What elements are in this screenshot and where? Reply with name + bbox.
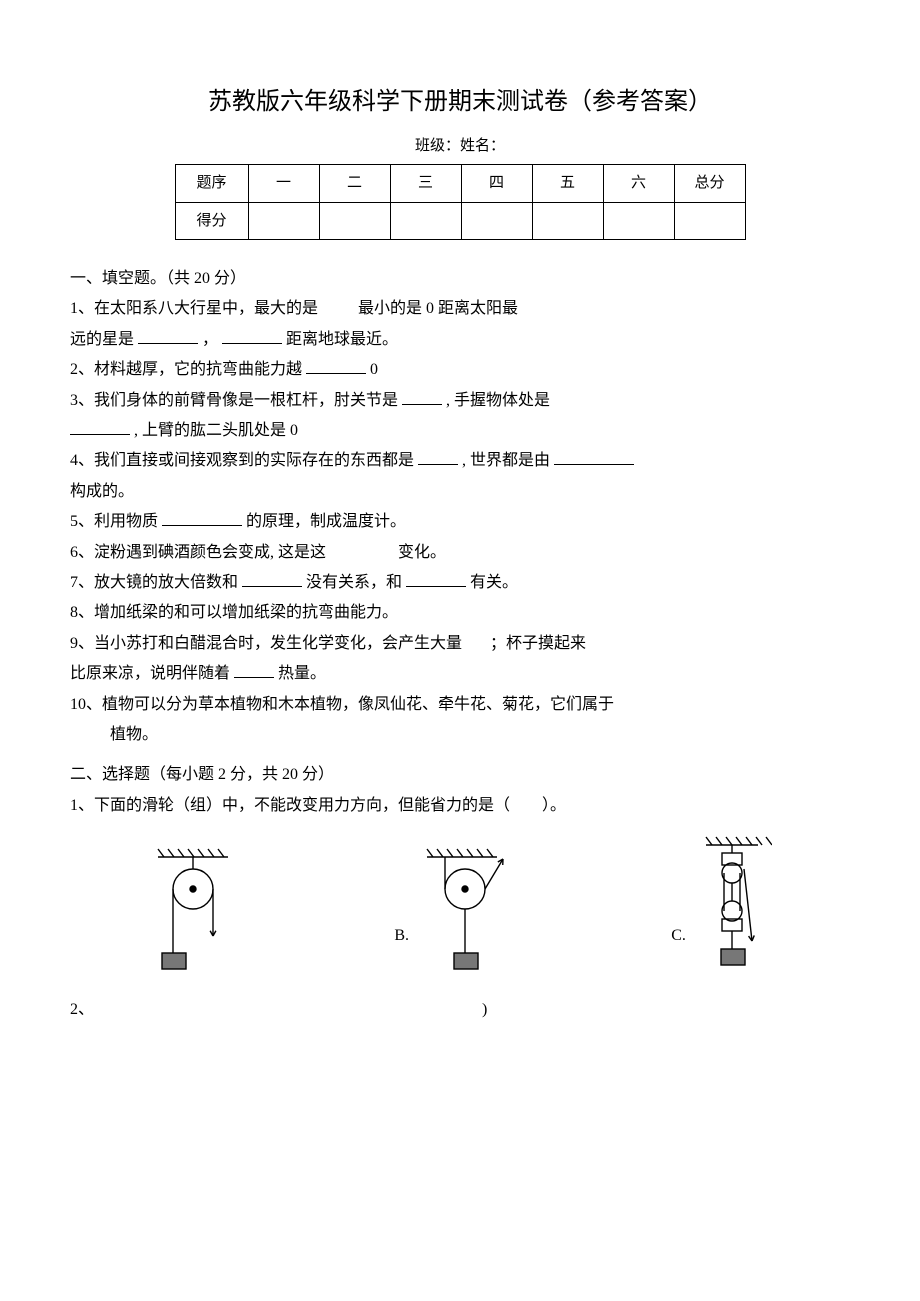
q4-text-a: 4、我们直接或间接观察到的实际存在的东西都是 (70, 452, 414, 469)
q4-text-b: , 世界都是由 (462, 452, 550, 469)
q7-text-b: 没有关系，和 (306, 574, 402, 591)
q6: 6、淀粉遇到碘酒颜色会变成, 这是这 变化。 (70, 538, 850, 568)
q1-text-d: ， (202, 331, 218, 348)
q1-cont: 远的星是 ， 距离地球最近。 (70, 325, 850, 355)
row-label: 题序 (175, 165, 248, 203)
pulley-options-row: B. C. (70, 831, 850, 981)
score-cell (319, 202, 390, 240)
q9-text-b: ；杯子摸起来 (490, 635, 586, 652)
q3-cont: , 上臂的肱二头肌处是 0 (70, 416, 850, 446)
q10-cont: 植物。 (70, 720, 850, 750)
q1-text-a: 1、在太阳系八大行星中，最大的是 (70, 300, 318, 317)
s2-q2-text: 2、 (70, 1001, 94, 1018)
q8: 8、增加纸梁的和可以增加纸梁的抗弯曲能力。 (70, 598, 850, 628)
score-cell (532, 202, 603, 240)
class-name-line: 班级：姓名： (70, 132, 850, 161)
col-header: 四 (461, 165, 532, 203)
q9-text-a: 9、当小苏打和白醋混合时，发生化学变化，会产生大量 (70, 635, 462, 652)
q2: 2、材料越厚，它的抗弯曲能力越 0 (70, 355, 850, 385)
q5: 5、利用物质 的原理，制成温度计。 (70, 507, 850, 537)
blank (70, 418, 130, 435)
q5-text-a: 5、利用物质 (70, 513, 158, 530)
score-cell (248, 202, 319, 240)
q3-text-b: , 手握物体处是 (446, 392, 550, 409)
table-row: 题序 一 二 三 四 五 六 总分 (175, 165, 745, 203)
q4-cont: 构成的。 (70, 477, 850, 507)
q5-text-b: 的原理，制成温度计。 (246, 513, 406, 530)
score-cell (674, 202, 745, 240)
col-header: 六 (603, 165, 674, 203)
s2-q2: 2、 ) (70, 995, 850, 1025)
q9-text-c: 比原来凉，说明伴随着 (70, 665, 230, 682)
score-cell (603, 202, 674, 240)
q2-text-a: 2、材料越厚，它的抗弯曲能力越 (70, 361, 302, 378)
pulley-a-icon (148, 841, 238, 981)
score-cell (461, 202, 532, 240)
col-header: 三 (390, 165, 461, 203)
q2-text-b: 0 (370, 361, 378, 378)
col-header: 一 (248, 165, 319, 203)
blank (306, 357, 366, 374)
col-header: 五 (532, 165, 603, 203)
col-header: 总分 (674, 165, 745, 203)
blank (234, 661, 274, 678)
pulley-c-icon (692, 831, 772, 981)
option-b: B. (394, 841, 515, 981)
option-b-label: B. (394, 921, 409, 951)
q1-text-b: 最小的是 0 距离太阳最 (358, 300, 518, 317)
q7-text-c: 有关。 (470, 574, 518, 591)
option-a (148, 841, 238, 981)
q6-text-b: 变化。 (398, 544, 446, 561)
s2-q2-tail: ) (482, 1001, 487, 1018)
col-header: 二 (319, 165, 390, 203)
blank (402, 388, 442, 405)
row-label: 得分 (175, 202, 248, 240)
blank (418, 448, 458, 465)
option-c-label: C. (671, 921, 686, 951)
blank (554, 448, 634, 465)
pulley-b-icon (415, 841, 515, 981)
section-1-heading: 一、填空题。（共 20 分） (70, 264, 850, 294)
q3-text-a: 3、我们身体的前臂骨像是一根杠杆，肘关节是 (70, 392, 398, 409)
q4: 4、我们直接或间接观察到的实际存在的东西都是 , 世界都是由 (70, 446, 850, 476)
q6-text-a: 6、淀粉遇到碘酒颜色会变成, 这是这 (70, 544, 326, 561)
section-2-heading: 二、选择题（每小题 2 分，共 20 分） (70, 760, 850, 790)
q3: 3、我们身体的前臂骨像是一根杠杆，肘关节是 , 手握物体处是 (70, 386, 850, 416)
blank (162, 509, 242, 526)
blank (138, 327, 198, 344)
q7: 7、放大镜的放大倍数和 没有关系，和 有关。 (70, 568, 850, 598)
q1-text-c: 远的星是 (70, 331, 134, 348)
option-c: C. (671, 831, 772, 981)
blank (242, 570, 302, 587)
q4-text-c: 构成的。 (70, 483, 134, 500)
q3-text-c: , 上臂的肱二头肌处是 0 (134, 422, 298, 439)
q1: 1、在太阳系八大行星中，最大的是 最小的是 0 距离太阳最 (70, 294, 850, 324)
score-table: 题序 一 二 三 四 五 六 总分 得分 (175, 164, 746, 240)
table-row: 得分 (175, 202, 745, 240)
page-title: 苏教版六年级科学下册期末测试卷（参考答案） (70, 80, 850, 126)
q10: 10、植物可以分为草本植物和木本植物，像凤仙花、牵牛花、菊花，它们属于 (70, 690, 850, 720)
q9: 9、当小苏打和白醋混合时，发生化学变化，会产生大量 ；杯子摸起来 (70, 629, 850, 659)
blank (222, 327, 282, 344)
q7-text-a: 7、放大镜的放大倍数和 (70, 574, 238, 591)
blank (406, 570, 466, 587)
score-cell (390, 202, 461, 240)
q1-text-e: 距离地球最近。 (286, 331, 398, 348)
s2-q1: 1、下面的滑轮（组）中，不能改变用力方向，但能省力的是（ ）。 (70, 791, 850, 821)
q9-text-d: 热量。 (278, 665, 326, 682)
q9-cont: 比原来凉，说明伴随着 热量。 (70, 659, 850, 689)
